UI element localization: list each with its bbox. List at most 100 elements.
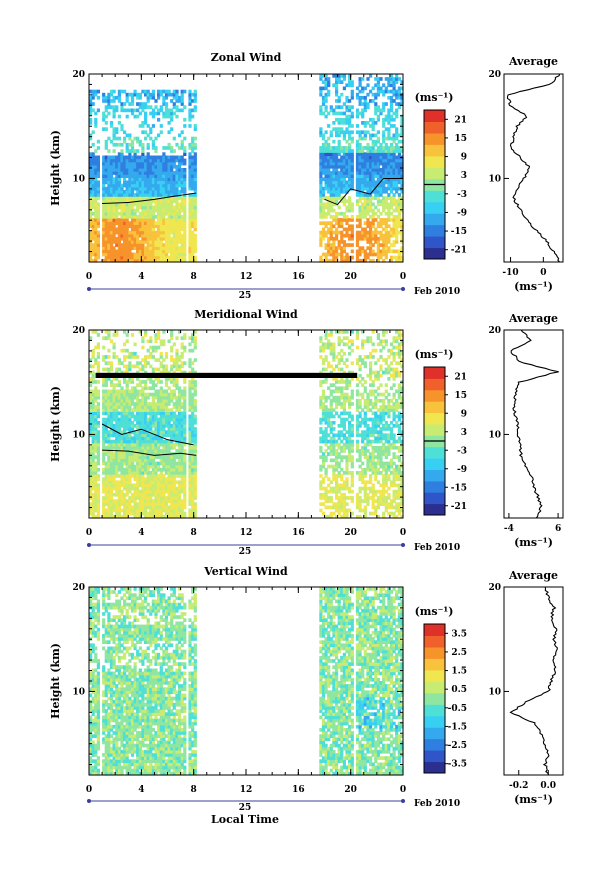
heatmap-cell (191, 149, 195, 153)
heatmap-cell (91, 233, 95, 238)
heatmap-cell (183, 505, 187, 510)
heatmap-cell (382, 92, 386, 97)
heatmap-cell (167, 164, 171, 169)
heatmap-cell (104, 452, 108, 456)
heatmap-cell (366, 146, 370, 150)
heatmap-cell (358, 142, 362, 147)
heatmap-cell (96, 164, 100, 169)
heatmap-cell (345, 127, 349, 131)
x-tick-label: 0 (86, 272, 92, 282)
heatmap-cell (154, 180, 158, 185)
heatmap-cell (141, 411, 145, 416)
heatmap-cell (112, 108, 116, 113)
heatmap-cell (327, 227, 331, 232)
heatmap-cell (146, 417, 150, 422)
heatmap-cell (94, 483, 98, 488)
heatmap-cell (369, 249, 373, 254)
heatmap-cell (180, 196, 184, 200)
heatmap-cell (141, 236, 145, 241)
heatmap-cell (167, 411, 171, 416)
heatmap-cell (369, 246, 373, 250)
heatmap-cell (96, 505, 100, 510)
heatmap-cell (136, 402, 140, 406)
heatmap-cell (175, 174, 179, 178)
heatmap-cell (164, 89, 169, 94)
heatmap-cell (329, 464, 333, 469)
heatmap-cell (107, 402, 111, 406)
heatmap-cell (321, 133, 326, 138)
heatmap-cell (363, 230, 367, 235)
heatmap-cell (146, 105, 150, 109)
heatmap-cell (327, 221, 331, 225)
heatmap-cell (112, 439, 116, 444)
heatmap-cell (371, 186, 375, 191)
heatmap-cell (397, 208, 401, 213)
heatmap-cell (112, 136, 116, 141)
heatmap-cell (109, 411, 114, 416)
heatmap-cell (180, 464, 184, 469)
heatmap-cell (348, 171, 352, 175)
heatmap-cell (151, 196, 155, 200)
heatmap-cell (319, 177, 323, 182)
heatmap-cell (327, 183, 331, 188)
heatmap-cell (350, 136, 354, 141)
heatmap-cell (117, 502, 121, 506)
heatmap-cell (125, 474, 129, 478)
heatmap-cell (125, 386, 129, 391)
heatmap-cell (180, 370, 184, 375)
heatmap-cell (319, 492, 323, 497)
heatmap-cell (178, 174, 182, 178)
heatmap-cell (392, 136, 396, 141)
heatmap-cell (136, 483, 140, 488)
heatmap-cell (183, 408, 187, 412)
heatmap-cell (91, 411, 95, 416)
heatmap-cell (366, 193, 370, 197)
heatmap-cell (172, 189, 176, 194)
heatmap-cell (337, 80, 341, 84)
heatmap-cell (188, 227, 192, 232)
heatmap-cell (162, 467, 166, 472)
heatmap-cell (102, 117, 106, 122)
heatmap-cell (376, 196, 380, 200)
heatmap-cell (183, 117, 187, 122)
heatmap-cell (193, 246, 197, 250)
heatmap-cell (141, 455, 145, 459)
heatmap-cell (144, 168, 148, 172)
heatmap-cell (123, 477, 127, 481)
heatmap-cell (172, 171, 176, 175)
heatmap-cell (178, 189, 182, 194)
heatmap-cell (335, 246, 339, 250)
heatmap-cell (180, 233, 184, 238)
heatmap-cell (96, 158, 100, 163)
heatmap-cell (138, 361, 142, 365)
heatmap-cell (104, 186, 108, 191)
heatmap-cell (342, 180, 346, 185)
heatmap-cell (329, 420, 333, 425)
heatmap-cell (180, 458, 184, 463)
heatmap-cell (89, 255, 93, 260)
heatmap-cell (175, 236, 179, 241)
heatmap-cell (392, 158, 396, 163)
heatmap-cell (319, 502, 323, 506)
heatmap-cell (395, 208, 399, 213)
heatmap-cell (151, 114, 155, 119)
heatmap-cell (162, 455, 166, 459)
heatmap-cell (91, 455, 95, 459)
heatmap-cell (319, 236, 323, 241)
heatmap-cell (180, 392, 184, 397)
heatmap-cell (167, 114, 171, 119)
heatmap-cell (159, 489, 163, 494)
heatmap-cell (397, 164, 401, 169)
heatmap-cell (319, 449, 323, 453)
heatmap-cell (89, 240, 93, 244)
heatmap-cell (193, 189, 197, 194)
heatmap-cell (395, 146, 399, 150)
heatmap-cell (130, 364, 135, 369)
heatmap-cell (104, 121, 108, 125)
heatmap-cell (191, 424, 195, 428)
heatmap-cell (104, 445, 108, 450)
heatmap-cell (125, 398, 129, 403)
heatmap-cell (149, 233, 153, 238)
heatmap-cell (363, 168, 367, 172)
heatmap-cell (138, 171, 142, 175)
